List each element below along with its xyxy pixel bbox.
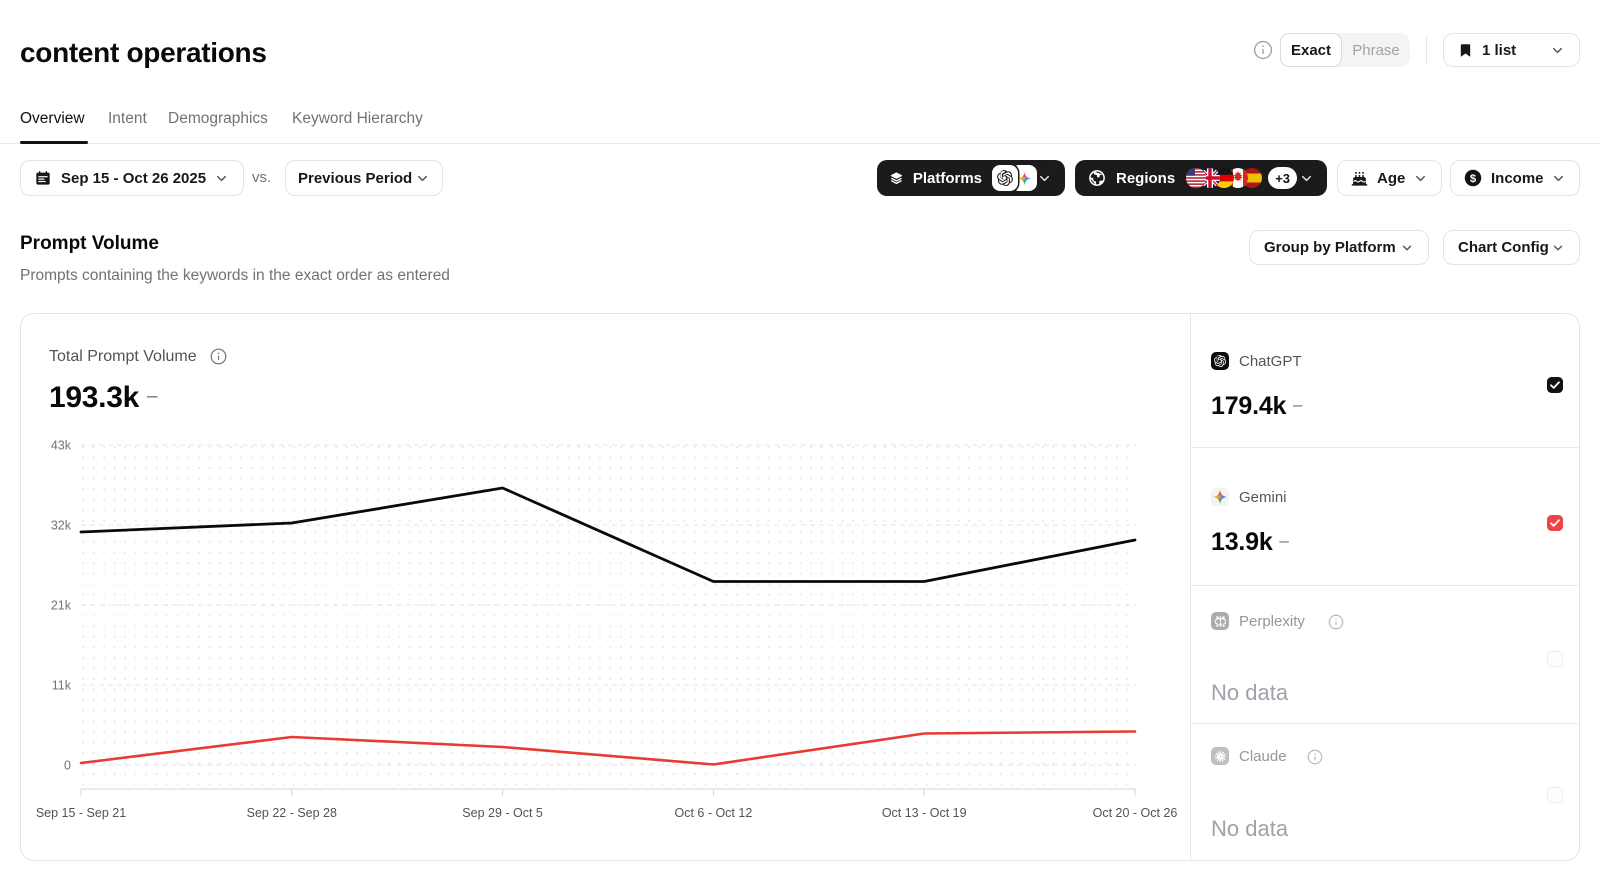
svg-text:Oct 13 - Oct 19: Oct 13 - Oct 19 (882, 806, 967, 820)
svg-text:Oct 6 - Oct 12: Oct 6 - Oct 12 (674, 806, 752, 820)
svg-text:Sep 29 - Oct 5: Sep 29 - Oct 5 (462, 806, 543, 820)
svg-text:$: $ (1470, 173, 1477, 185)
svg-text:32k: 32k (51, 519, 72, 533)
svg-text:43k: 43k (51, 439, 72, 453)
svg-text:0: 0 (64, 759, 71, 773)
svg-text:21k: 21k (51, 599, 72, 613)
svg-text:Sep 22 - Sep 28: Sep 22 - Sep 28 (247, 806, 337, 820)
svg-text:11k: 11k (52, 679, 72, 693)
svg-text:Oct 20 - Oct 26: Oct 20 - Oct 26 (1093, 806, 1178, 820)
svg-text:Sep 15 - Sep 21: Sep 15 - Sep 21 (36, 806, 126, 820)
